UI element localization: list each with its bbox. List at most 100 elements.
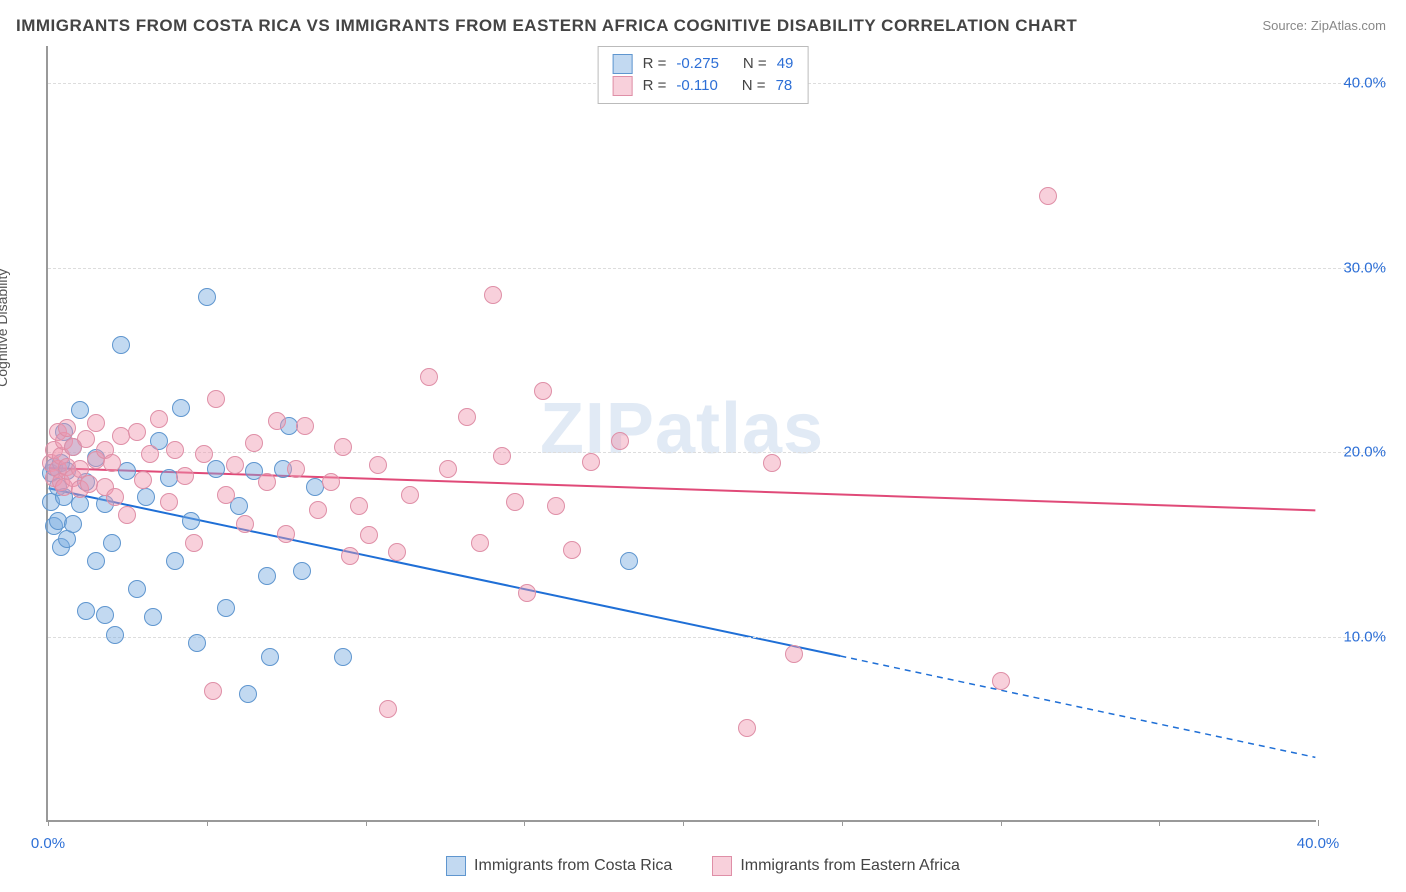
data-point [582, 453, 600, 471]
data-point [141, 445, 159, 463]
data-point [195, 445, 213, 463]
data-point [401, 486, 419, 504]
data-point [58, 419, 76, 437]
data-point [547, 497, 565, 515]
correlation-legend-row: R = -0.275N = 49 [613, 53, 794, 75]
x-tick [48, 820, 49, 826]
data-point [369, 456, 387, 474]
data-point [77, 430, 95, 448]
data-point [261, 648, 279, 666]
data-point [334, 648, 352, 666]
data-point [77, 602, 95, 620]
correlation-legend-row: R = -0.110N = 78 [613, 75, 794, 97]
legend-swatch [712, 856, 732, 876]
data-point [992, 672, 1010, 690]
data-point [106, 488, 124, 506]
data-point [182, 512, 200, 530]
data-point [188, 634, 206, 652]
series-legend: Immigrants from Costa Rica Immigrants fro… [0, 856, 1406, 876]
data-point [245, 434, 263, 452]
data-point [103, 534, 121, 552]
x-tick [842, 820, 843, 826]
data-point [388, 543, 406, 561]
correlation-r-value: -0.110 [676, 75, 717, 97]
data-point [137, 488, 155, 506]
data-point [217, 486, 235, 504]
x-tick [683, 820, 684, 826]
series-legend-item: Immigrants from Costa Rica [446, 856, 672, 876]
data-point [763, 454, 781, 472]
data-point [207, 460, 225, 478]
regression-lines-layer [48, 46, 1316, 820]
data-point [379, 700, 397, 718]
x-tick [366, 820, 367, 826]
legend-swatch [613, 76, 633, 96]
data-point [150, 410, 168, 428]
data-point [360, 526, 378, 544]
data-point [172, 399, 190, 417]
data-point [620, 552, 638, 570]
chart-title: IMMIGRANTS FROM COSTA RICA VS IMMIGRANTS… [16, 16, 1077, 36]
y-tick-label: 10.0% [1343, 629, 1386, 646]
x-tick [1001, 820, 1002, 826]
correlation-r-value: -0.275 [676, 53, 719, 75]
data-point [738, 719, 756, 737]
data-point [420, 368, 438, 386]
data-point [350, 497, 368, 515]
data-point [296, 417, 314, 435]
data-point [128, 580, 146, 598]
data-point [166, 552, 184, 570]
data-point [309, 501, 327, 519]
data-point [71, 401, 89, 419]
data-point [334, 438, 352, 456]
series-legend-item: Immigrants from Eastern Africa [712, 856, 960, 876]
data-point [144, 608, 162, 626]
data-point [484, 286, 502, 304]
data-point [160, 493, 178, 511]
data-point [293, 562, 311, 580]
y-tick-label: 20.0% [1343, 444, 1386, 461]
x-tick [1159, 820, 1160, 826]
data-point [506, 493, 524, 511]
data-point [287, 460, 305, 478]
data-point [785, 645, 803, 663]
data-point [471, 534, 489, 552]
regression-line [49, 488, 841, 656]
data-point [112, 336, 130, 354]
data-point [518, 584, 536, 602]
series-legend-label: Immigrants from Costa Rica [474, 857, 672, 875]
gridline-h [48, 452, 1386, 453]
correlation-n-value: 49 [777, 53, 794, 75]
data-point [217, 599, 235, 617]
source-attribution: Source: ZipAtlas.com [1262, 18, 1386, 33]
data-point [226, 456, 244, 474]
x-tick-label: 40.0% [1297, 835, 1340, 852]
data-point [563, 541, 581, 559]
data-point [118, 506, 136, 524]
data-point [198, 288, 216, 306]
y-axis-label: Cognitive Disability [0, 269, 10, 387]
data-point [611, 432, 629, 450]
data-point [341, 547, 359, 565]
x-tick [1318, 820, 1319, 826]
y-tick-label: 30.0% [1343, 259, 1386, 276]
data-point [87, 552, 105, 570]
data-point [166, 441, 184, 459]
data-point [185, 534, 203, 552]
data-point [128, 423, 146, 441]
x-tick [207, 820, 208, 826]
source-link[interactable]: ZipAtlas.com [1311, 18, 1386, 33]
data-point [277, 525, 295, 543]
correlation-legend: R = -0.275N = 49R = -0.110N = 78 [598, 46, 809, 104]
data-point [176, 467, 194, 485]
correlation-n-value: 78 [776, 75, 793, 97]
data-point [458, 408, 476, 426]
data-point [322, 473, 340, 491]
gridline-h [48, 268, 1386, 269]
y-tick-label: 40.0% [1343, 74, 1386, 91]
legend-swatch [446, 856, 466, 876]
x-tick [524, 820, 525, 826]
data-point [268, 412, 286, 430]
x-tick-label: 0.0% [31, 835, 65, 852]
gridline-h [48, 637, 1386, 638]
